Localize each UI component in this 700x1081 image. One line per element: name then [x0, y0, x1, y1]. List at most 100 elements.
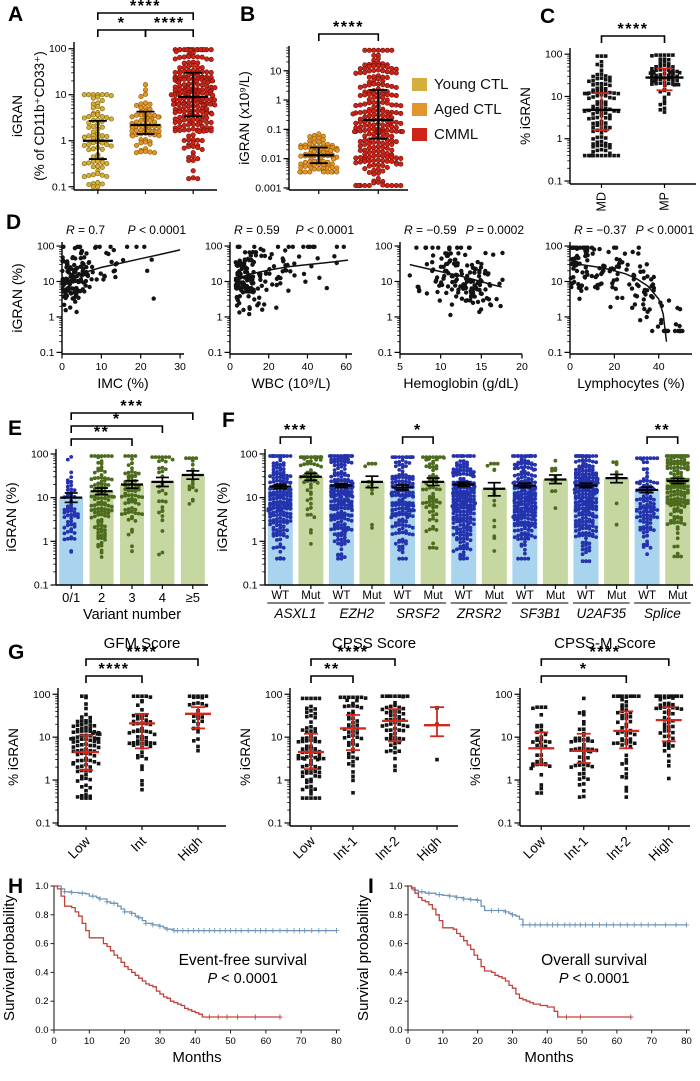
svg-text:ZRSR2: ZRSR2	[456, 606, 502, 621]
svg-text:U2AF35: U2AF35	[577, 606, 627, 621]
svg-text:80: 80	[331, 1036, 342, 1047]
svg-text:*: *	[113, 411, 121, 428]
svg-text:WT: WT	[455, 590, 473, 602]
svg-text:1: 1	[61, 135, 67, 147]
svg-text:SRSF2: SRSF2	[396, 606, 440, 621]
panel-letter-d: D	[6, 211, 22, 234]
svg-text:0.1: 0.1	[548, 347, 563, 359]
svg-text:10: 10	[381, 276, 393, 288]
svg-text:Mut: Mut	[362, 590, 382, 602]
svg-text:Low: Low	[520, 833, 548, 861]
svg-text:Low: Low	[290, 833, 318, 861]
svg-text:Int-1: Int-1	[561, 834, 591, 864]
legend-swatch-young-ctl	[412, 78, 427, 91]
svg-text:50: 50	[225, 1036, 236, 1047]
panel-letter-i: I	[368, 875, 374, 898]
legend-item-young-ctl: Young CTL	[412, 76, 509, 93]
svg-text:0.6: 0.6	[35, 939, 48, 950]
legend-item-aged-ctl: Aged CTL	[412, 101, 509, 118]
svg-text:100: 100	[31, 448, 49, 460]
legend-label-cmml: CMML	[434, 126, 479, 143]
svg-text:0.001: 0.001	[255, 182, 281, 194]
svg-text:0.8: 0.8	[35, 910, 48, 921]
svg-text:60: 60	[340, 361, 352, 373]
svg-text:R = 0.59: R = 0.59	[234, 223, 280, 237]
svg-text:70: 70	[296, 1036, 307, 1047]
svg-text:3: 3	[128, 590, 135, 605]
svg-text:10: 10	[211, 276, 223, 288]
svg-text:30: 30	[155, 1036, 166, 1047]
svg-text:****: ****	[333, 19, 364, 36]
svg-text:0/1: 0/1	[62, 590, 80, 605]
svg-text:MP: MP	[658, 192, 672, 211]
legend: Young CTL Aged CTL CMML	[412, 76, 509, 143]
svg-text:0.1: 0.1	[268, 817, 283, 829]
panel-d-hemoglobin-chart: 0.1 1 10 100 5 10 15 20 Hemoglobin (g/dL) R = −0.…	[375, 223, 528, 391]
svg-text:0.1: 0.1	[40, 347, 55, 359]
svg-text:R = −0.37: R = −0.37	[574, 223, 627, 237]
svg-text:P < 0.0001: P < 0.0001	[128, 223, 187, 237]
panel-letter-f: F	[222, 409, 235, 432]
svg-text:1: 1	[387, 311, 393, 323]
svg-text:WT: WT	[271, 590, 289, 602]
svg-text:10: 10	[43, 276, 55, 288]
svg-text:5: 5	[397, 361, 403, 373]
svg-text:0.1: 0.1	[548, 176, 563, 188]
legend-label-aged-ctl: Aged CTL	[434, 101, 502, 118]
svg-text:10: 10	[551, 276, 563, 288]
svg-text:60: 60	[261, 1036, 272, 1047]
svg-text:***: ***	[284, 422, 307, 439]
svg-text:WT: WT	[394, 590, 412, 602]
svg-text:Mut: Mut	[485, 590, 505, 602]
svg-text:10: 10	[39, 732, 51, 744]
svg-text:Variant number: Variant number	[83, 607, 181, 623]
svg-text:100: 100	[205, 241, 223, 253]
svg-text:1: 1	[49, 311, 55, 323]
svg-text:0.1: 0.1	[36, 817, 51, 829]
svg-text:CPSS-M Score: CPSS-M Score	[554, 635, 656, 652]
svg-text:10: 10	[551, 91, 563, 103]
svg-text:High: High	[175, 834, 205, 864]
svg-text:Mut: Mut	[607, 590, 627, 602]
svg-text:20: 20	[609, 361, 621, 373]
panel-letter-h: H	[8, 875, 24, 898]
svg-text:10: 10	[55, 89, 67, 101]
svg-text:****: ****	[154, 15, 185, 32]
panel-letter-g: G	[8, 641, 25, 664]
svg-text:1: 1	[252, 536, 258, 548]
svg-text:1: 1	[277, 775, 283, 787]
svg-text:1: 1	[557, 133, 563, 145]
panel-d-lymphocytes-chart: 0.1 1 10 100 0 20 40 Lymphocytes (%) R = −0.37 P …	[545, 223, 694, 391]
svg-text:≥5: ≥5	[186, 590, 200, 605]
svg-text:1: 1	[45, 775, 51, 787]
svg-text:WBC (10⁹/L): WBC (10⁹/L)	[251, 375, 330, 391]
svg-text:****: ****	[127, 644, 158, 661]
svg-text:4: 4	[159, 590, 166, 605]
svg-text:100: 100	[375, 241, 393, 253]
svg-text:1: 1	[557, 311, 563, 323]
svg-text:SF3B1: SF3B1	[520, 606, 561, 621]
panel-c-chart: 0.1 1 10 100 MD MP **** % iGRAN	[518, 21, 696, 211]
svg-text:****: ****	[130, 0, 161, 15]
legend-label-young-ctl: Young CTL	[434, 76, 509, 93]
svg-text:0.1: 0.1	[34, 580, 49, 592]
svg-text:10: 10	[37, 492, 49, 504]
svg-text:1: 1	[276, 95, 282, 107]
svg-text:****: ****	[99, 661, 130, 678]
svg-text:****: ****	[590, 644, 621, 661]
svg-text:100: 100	[49, 43, 67, 55]
svg-text:Int: Int	[128, 833, 149, 854]
svg-text:**: **	[324, 661, 339, 678]
svg-text:Mut: Mut	[546, 590, 566, 602]
svg-text:WT: WT	[332, 590, 350, 602]
svg-text:ASXL1: ASXL1	[274, 606, 317, 621]
svg-text:R = −0.59: R = −0.59	[404, 223, 457, 237]
svg-text:40: 40	[302, 361, 314, 373]
svg-text:% iGRAN: % iGRAN	[518, 87, 533, 145]
svg-text:Lymphocytes (%): Lymphocytes (%)	[577, 375, 685, 391]
svg-text:0.1: 0.1	[208, 347, 223, 359]
